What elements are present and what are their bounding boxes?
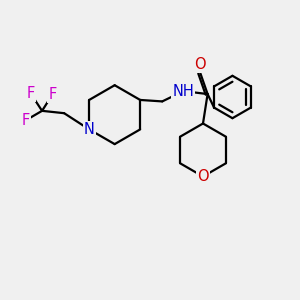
Text: O: O bbox=[197, 169, 209, 184]
Text: F: F bbox=[48, 87, 56, 102]
Text: O: O bbox=[194, 57, 206, 72]
Text: N: N bbox=[84, 122, 94, 137]
Text: F: F bbox=[22, 113, 30, 128]
Text: F: F bbox=[27, 86, 35, 101]
Text: NH: NH bbox=[172, 84, 194, 99]
